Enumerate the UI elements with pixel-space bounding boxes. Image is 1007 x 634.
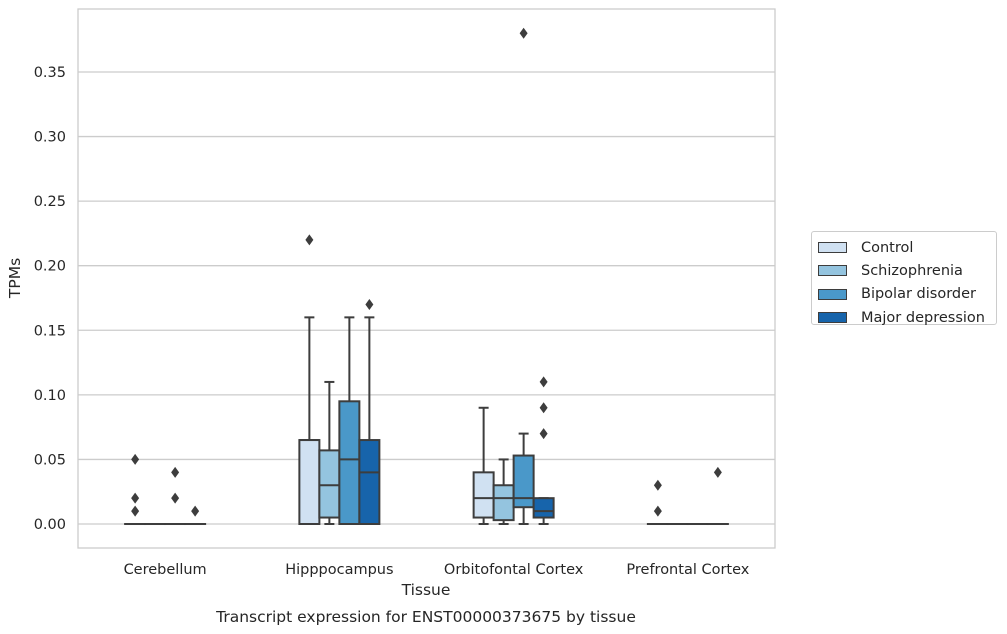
outlier-point xyxy=(653,479,662,491)
x-tick-label: Prefrontal Cortex xyxy=(626,562,749,578)
box-major-depression-orbitofontal-cortex xyxy=(532,376,555,525)
outlier-point xyxy=(305,234,314,246)
legend-label-schizophrenia: Schizophrenia xyxy=(861,262,963,279)
legend-swatch-bipolar-disorder xyxy=(818,288,847,300)
box-control-orbitofontal-cortex xyxy=(472,406,495,525)
box-bipolar-disorder-hipppocampus xyxy=(338,316,361,525)
outlier-point xyxy=(131,453,140,465)
outlier-point xyxy=(131,492,140,504)
box-iqr xyxy=(318,449,341,519)
box-iqr xyxy=(512,454,535,509)
outlier-point xyxy=(365,298,374,310)
outlier-point xyxy=(131,505,140,517)
box-bipolar-disorder-cerebellum xyxy=(164,466,187,526)
legend-swatch-major-depression xyxy=(818,312,847,324)
y-tick-label: 0.10 xyxy=(34,388,66,404)
y-tick-label: 0.25 xyxy=(34,194,66,210)
y-tick-label: 0.15 xyxy=(34,323,66,339)
legend-label-control: Control xyxy=(861,239,914,256)
legend-item-control: Control xyxy=(818,236,996,259)
chart-title: Transcript expression for ENST0000037367… xyxy=(215,608,636,626)
y-tick-label: 0.35 xyxy=(34,65,66,81)
legend-item-bipolar-disorder: Bipolar disorder xyxy=(818,283,996,306)
box-iqr xyxy=(358,439,381,525)
legend-label-bipolar-disorder: Bipolar disorder xyxy=(861,286,976,303)
box-control-cerebellum xyxy=(124,453,147,526)
x-axis-ticks: Cerebellum Hipppocampus Orbitofontal Corte… xyxy=(124,562,750,578)
legend-swatch-control xyxy=(818,242,847,254)
box-iqr xyxy=(532,497,555,519)
box-bipolar-disorder-orbitofontal-cortex xyxy=(512,27,535,525)
outlier-point xyxy=(653,505,662,517)
x-tick-label: Cerebellum xyxy=(124,562,207,578)
box-control-prefrontal-cortex xyxy=(646,479,669,526)
box-iqr xyxy=(298,439,321,525)
chart-legend: Control Schizophrenia Bipolar disorder M… xyxy=(811,231,997,326)
outlier-point xyxy=(539,402,548,414)
outlier-point xyxy=(171,492,180,504)
box-plots xyxy=(124,27,729,526)
box-major-depression-hipppocampus xyxy=(358,298,381,525)
outlier-point xyxy=(519,27,528,39)
y-tick-label: 0.05 xyxy=(34,452,66,468)
plot-frame xyxy=(77,8,776,549)
outlier-point xyxy=(713,466,722,478)
outlier-point xyxy=(171,466,180,478)
box-schizophrenia-hipppocampus xyxy=(318,380,341,525)
x-tick-label: Orbitofontal Cortex xyxy=(444,562,584,578)
box-control-hipppocampus xyxy=(298,234,321,525)
box-major-depression-prefrontal-cortex xyxy=(706,466,729,526)
y-axis-ticks: 0.00 0.05 0.10 0.15 0.20 0.25 0.30 0.35 xyxy=(34,65,66,533)
legend-item-major-depression: Major depression xyxy=(818,306,996,329)
box-iqr xyxy=(472,471,495,519)
y-tick-label: 0.30 xyxy=(34,130,66,146)
grid-lines xyxy=(78,71,775,525)
y-axis-label: TPMs xyxy=(6,258,24,299)
legend-item-schizophrenia: Schizophrenia xyxy=(818,259,996,282)
box-iqr xyxy=(492,484,515,522)
box-major-depression-cerebellum xyxy=(184,505,207,526)
box-schizophrenia-orbitofontal-cortex xyxy=(492,458,515,525)
x-tick-label: Hipppocampus xyxy=(285,562,393,578)
legend-swatch-schizophrenia xyxy=(818,265,847,277)
y-tick-label: 0.00 xyxy=(34,517,66,533)
outlier-point xyxy=(539,376,548,388)
y-tick-label: 0.20 xyxy=(34,259,66,275)
outlier-point xyxy=(191,505,200,517)
box-iqr xyxy=(338,400,361,525)
x-axis-label: Tissue xyxy=(401,581,451,599)
outlier-point xyxy=(539,428,548,440)
legend-label-major-depression: Major depression xyxy=(861,309,985,326)
